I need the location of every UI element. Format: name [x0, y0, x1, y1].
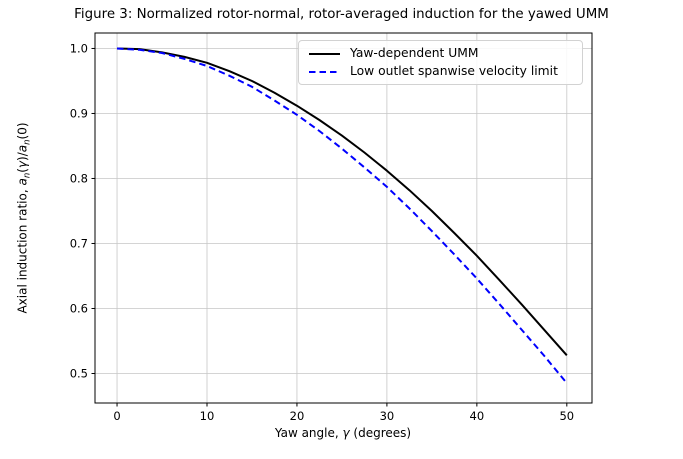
- x-axis-label: Yaw angle, γ (degrees): [274, 426, 412, 440]
- solid-line-sample-icon: [309, 52, 340, 55]
- axes-spines: [94, 32, 593, 404]
- y-tick-label: 1.0: [70, 41, 88, 55]
- series-line-0: [116, 47, 568, 356]
- y-tick-label: 0.9: [70, 106, 88, 120]
- legend-label: Yaw-dependent UMM: [350, 46, 479, 60]
- x-tick-label: 0: [113, 409, 120, 423]
- chart-title: Figure 3: Normalized rotor-normal, rotor…: [74, 7, 609, 22]
- y-tick-label: 0.6: [70, 301, 88, 315]
- legend-item-yaw-dependent-umm: Yaw-dependent UMM: [308, 45, 573, 63]
- x-tick-label: 30: [380, 409, 395, 423]
- legend-item-low-outlet-limit: Low outlet spanwise velocity limit: [308, 63, 573, 81]
- y-tick-label: 0.8: [70, 171, 88, 185]
- legend-label: Low outlet spanwise velocity limit: [350, 63, 558, 78]
- y-axis-label: Axial induction ratio, an(γ)/an(0): [15, 122, 33, 314]
- series-line-1: [116, 47, 568, 384]
- x-tick-label: 50: [559, 409, 574, 423]
- x-tick-label: 20: [290, 409, 305, 423]
- gamma-symbol: γ: [342, 426, 350, 440]
- legend: Yaw-dependent UMM Low outlet spanwise ve…: [298, 40, 583, 85]
- y-tick-label: 0.5: [70, 366, 88, 380]
- dashed-line-sample-icon: [309, 70, 340, 73]
- gamma-symbol: γ: [15, 160, 30, 169]
- y-tick-label: 0.7: [70, 236, 88, 250]
- x-tick-label: 40: [470, 409, 485, 423]
- x-tick-label: 10: [200, 409, 215, 423]
